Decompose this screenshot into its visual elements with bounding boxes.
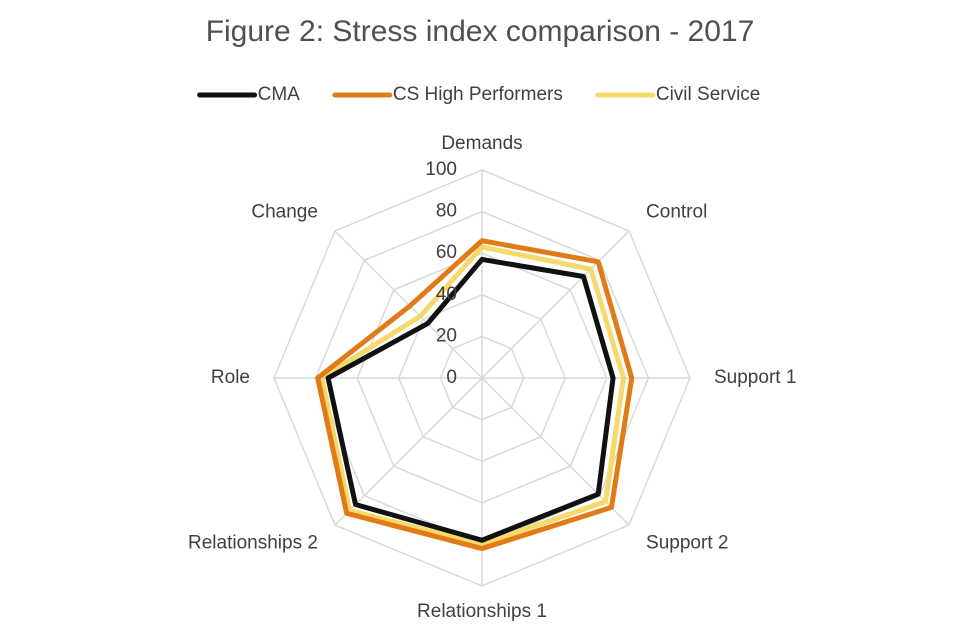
category-label: Role (211, 367, 250, 388)
category-label: Support 2 (646, 532, 728, 553)
category-label: Relationships 1 (417, 601, 547, 622)
legend-label: Civil Service (656, 84, 761, 105)
axis-tick-label: 100 (425, 159, 457, 180)
category-label: Support 1 (714, 367, 796, 388)
series-line (319, 244, 626, 547)
spoke (481, 230, 630, 379)
category-label: Relationships 2 (188, 532, 318, 553)
spoke (334, 377, 483, 526)
legend-label: CS High Performers (393, 84, 563, 105)
series-line (315, 238, 635, 552)
category-label: Control (646, 202, 707, 223)
axis-tick-label: 60 (436, 242, 457, 263)
axis-tick-label: 0 (446, 367, 457, 388)
axis-tick-label: 20 (436, 325, 457, 346)
series-line (325, 256, 616, 543)
legend: CMA CS High Performers Civil Service (197, 84, 761, 105)
chart-title: Figure 2: Stress index comparison - 2017 (206, 15, 755, 48)
category-label: Change (251, 202, 318, 223)
category-label: Demands (441, 133, 522, 154)
axis-tick-label: 40 (436, 284, 457, 305)
axis-tick-label: 80 (436, 201, 457, 222)
legend-label: CMA (258, 84, 301, 105)
